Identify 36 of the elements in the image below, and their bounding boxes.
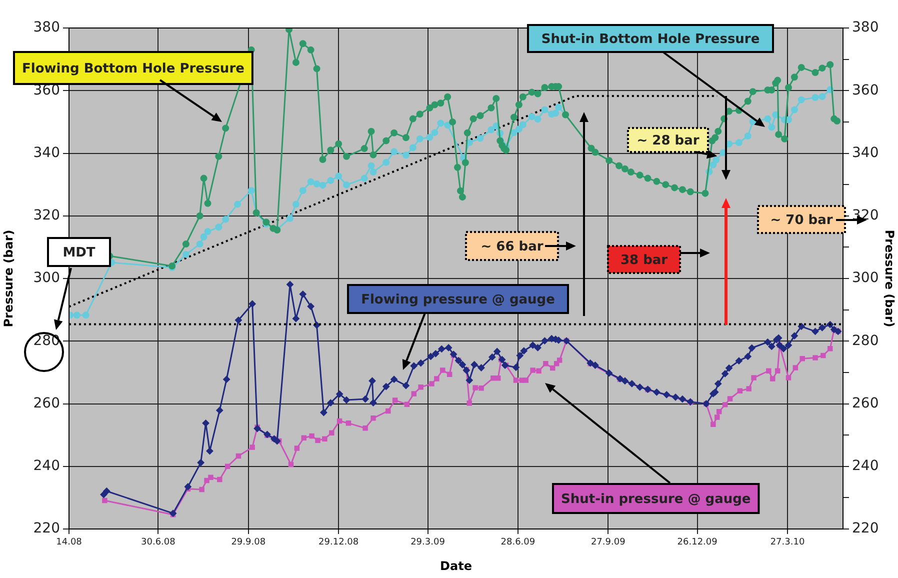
y-tick-label: 320 — [33, 208, 60, 224]
x-axis-title: Date — [440, 558, 472, 573]
x-tick-label: 30.6.08 — [141, 538, 176, 548]
y2-tick-label: 220 — [852, 520, 879, 537]
x-tick-label: 29.3.09 — [410, 538, 446, 548]
x-tick-label: 29.9.08 — [231, 538, 266, 548]
y2-tick-label: 340 — [852, 144, 879, 161]
y2-axis-title: Pressure (bar) — [882, 230, 897, 328]
text: Shut-in pressure @ gauge — [561, 492, 751, 507]
annotation: 38 bar — [620, 252, 668, 268]
x-tick-label: 27.3.10 — [770, 538, 805, 548]
y2-tick-label: 300 — [852, 270, 879, 286]
y2-tick-label: 360 — [852, 82, 879, 98]
y-tick-label: 260 — [33, 395, 60, 412]
annotation: ~ 66 bar — [480, 239, 544, 254]
x-tick-label: 28.6.09 — [500, 538, 536, 548]
annotation: ~ 28 bar — [636, 133, 700, 148]
x-tick-label: 27.9.09 — [590, 538, 626, 548]
x-tick-label: 26.12.09 — [677, 538, 718, 548]
y-tick-label: 380 — [33, 20, 60, 36]
x-tick-label: 14.08 — [56, 538, 82, 548]
y-tick-label: 240 — [33, 458, 60, 474]
annotation: ~ 70 bar — [770, 212, 834, 228]
y2-tick-label: 380 — [852, 20, 879, 36]
text: Shut-in Bottom Hole Pressure — [541, 32, 760, 47]
y-tick-label: 220 — [33, 520, 60, 537]
text: Flowing pressure @ gauge — [361, 292, 556, 308]
y2-tick-label: 280 — [852, 332, 879, 349]
series-label: Flowing Bottom Hole Pressure — [22, 61, 245, 76]
y-tick-label: 300 — [33, 270, 60, 286]
annotation: MDT — [62, 245, 96, 260]
y2-tick-label: 260 — [852, 395, 879, 412]
y2-tick-label: 240 — [852, 458, 879, 474]
x-tick-label: 29.12.08 — [318, 538, 359, 548]
y-tick-label: 340 — [33, 144, 60, 161]
y-axis-title: Pressure (bar) — [1, 230, 16, 328]
